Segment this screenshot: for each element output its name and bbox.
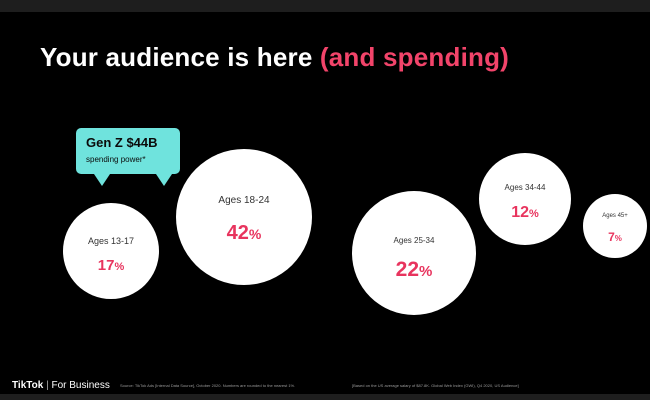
source-footnote: Source: TikTok Ads [Internal Data Source… xyxy=(120,383,296,388)
bubble-ages-25-34: Ages 25-34 22% xyxy=(352,191,476,315)
callout-title: Gen Z $44B xyxy=(86,135,158,150)
logo-separator: | xyxy=(46,380,49,391)
bubble-value: 22% xyxy=(395,258,433,281)
bubble-label: Ages 13-17 xyxy=(87,235,135,246)
bubble-ages-13-17: Ages 13-17 17% xyxy=(63,203,159,299)
bubble-label: Ages 45+ xyxy=(602,213,628,219)
title-main: Your audience is here xyxy=(40,42,320,72)
salary-footnote: [Based on the US average salary of $87.8… xyxy=(352,383,519,388)
bubble-label: Ages 25-34 xyxy=(393,236,435,245)
title-accent: (and spending) xyxy=(319,42,510,72)
bubble-ages-18-24: Ages 18-24 42% xyxy=(176,149,312,285)
logo-suffix: For Business xyxy=(51,380,110,391)
bubble-value: 12% xyxy=(511,204,539,221)
bubble-value: 7% xyxy=(608,230,622,244)
bubble-ages-45: Ages 45+ 7% xyxy=(583,194,647,258)
window-bottom-bar xyxy=(0,394,650,400)
bubble-value: 17% xyxy=(97,257,125,274)
bubble-label: Ages 18-24 xyxy=(218,195,270,206)
tiktok-for-business-logo: TikTok | For Business xyxy=(12,380,110,391)
slide-title: Your audience is here (and spending) xyxy=(40,42,509,73)
window-top-bar xyxy=(0,0,650,12)
bubble-label: Ages 34-44 xyxy=(504,183,546,192)
gen-z-callout: Gen Z $44B spending power* xyxy=(76,128,180,186)
bubble-ages-34-44: Ages 34-44 12% xyxy=(479,153,571,245)
bubble-value: 42% xyxy=(226,222,262,244)
callout-subtitle: spending power* xyxy=(86,155,146,164)
logo-brand: TikTok xyxy=(12,380,44,391)
